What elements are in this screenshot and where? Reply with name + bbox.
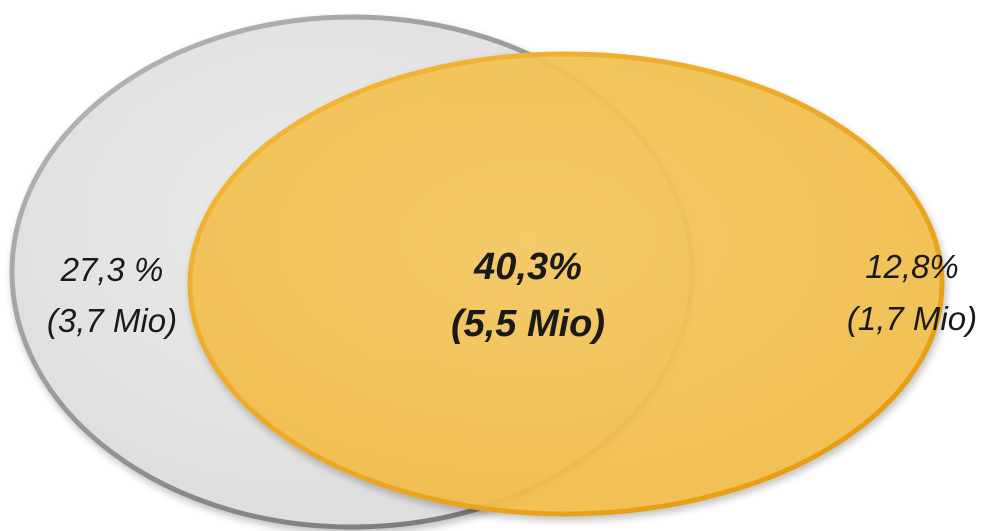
intersection-count: (5,5 Mio) — [451, 303, 605, 345]
left-only-percent: 27,3 % — [60, 251, 164, 288]
intersection-percent: 40,3% — [473, 246, 582, 288]
left-only-count: (3,7 Mio) — [47, 302, 177, 339]
right-only-percent: 12,8% — [865, 248, 959, 285]
right-only-count: (1,7 Mio) — [847, 300, 977, 337]
right-set-ellipse — [187, 51, 945, 517]
